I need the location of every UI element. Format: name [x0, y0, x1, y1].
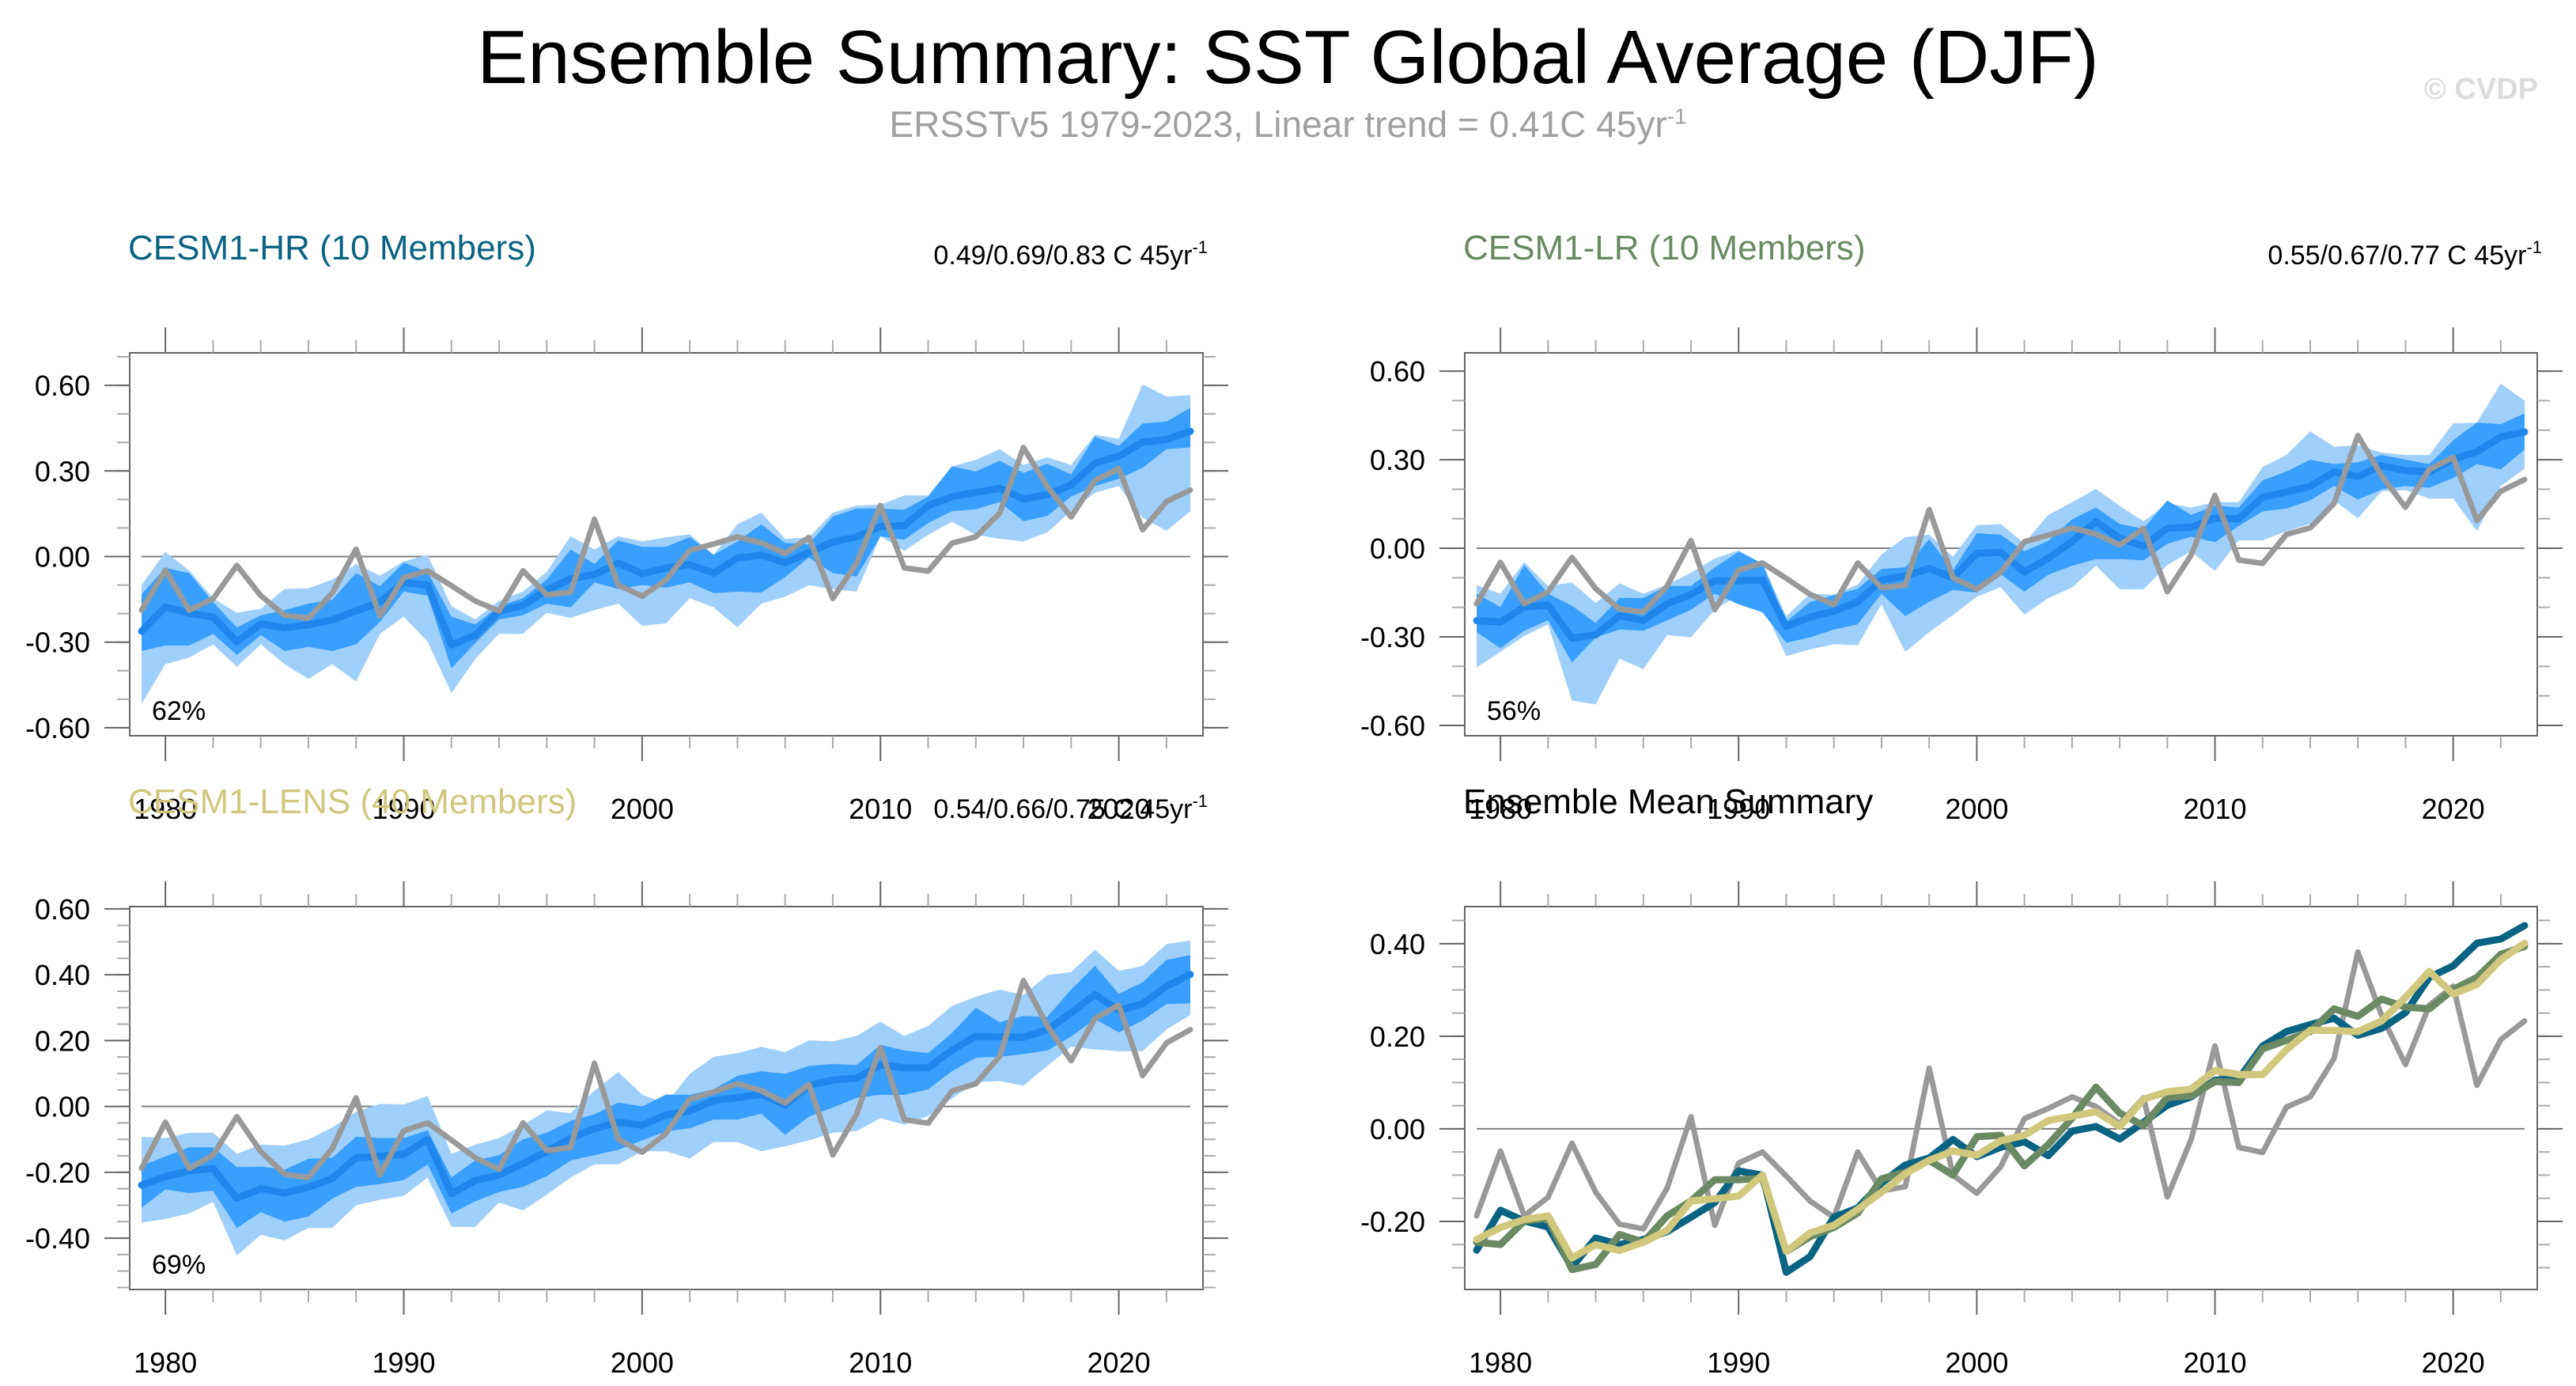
subtitle-text: ERSSTv5 1979-2023, Linear trend = 0.41C … — [889, 104, 1667, 145]
x-tick-label: 1980 — [1469, 793, 1532, 825]
x-tick-label: 2020 — [1088, 793, 1151, 825]
ensemble-mean-line — [138, 971, 1194, 1202]
ensemble-iqr-band — [142, 407, 1190, 668]
panel-lens: CESM1-LENS (40 Members) 0.54/0.66/0.75 C … — [25, 782, 1228, 1379]
plot-frame — [129, 906, 1204, 1290]
panel-title: CESM1-LR (10 Members) — [1463, 229, 1866, 267]
y-tick-label: -0.60 — [25, 712, 90, 744]
ensemble-mean-line — [138, 427, 1194, 649]
panel-title: CESM1-HR (10 Members) — [128, 229, 536, 267]
y-tick-label: -0.60 — [1360, 710, 1425, 742]
plot-area — [1473, 383, 2529, 705]
y-tick-label: -0.20 — [25, 1157, 90, 1189]
x-tick-label: 1980 — [1469, 1346, 1532, 1379]
series-line-cesm1-lr — [1473, 942, 2529, 1274]
ensemble-range-band — [142, 384, 1190, 704]
x-tick-label: 1990 — [372, 793, 435, 825]
plot-frame — [129, 352, 1204, 737]
panel-lr: CESM1-LR (10 Members) 0.55/0.67/0.77 C 45… — [1360, 229, 2563, 825]
figure-title: Ensemble Summary: SST Global Average (DJ… — [477, 15, 2099, 100]
x-tick-label: 2000 — [611, 1346, 674, 1379]
y-tick-label: -0.20 — [1360, 1206, 1425, 1238]
y-tick-label: 0.60 — [35, 893, 90, 926]
ensemble-mean-line — [1473, 428, 2529, 642]
plot-area — [138, 384, 1194, 704]
ensemble-iqr-band — [1477, 413, 2525, 663]
trend-label: 0.54/0.66/0.75 C 45yr-1 — [933, 791, 1208, 824]
percent-label: 69% — [152, 1250, 206, 1280]
trend-exponent: -1 — [1192, 237, 1208, 257]
percent-label: 62% — [152, 696, 206, 726]
y-tick-label: 0.60 — [35, 369, 90, 402]
x-tick-label: 2000 — [1945, 793, 2008, 825]
y-tick-label: 0.40 — [1370, 928, 1425, 960]
trend-label: 0.49/0.69/0.83 C 45yr-1 — [933, 237, 1208, 271]
panel-title: Ensemble Mean Summary — [1463, 782, 1873, 821]
plot-frame — [1464, 906, 2538, 1290]
x-tick-label: 1990 — [1707, 1346, 1770, 1379]
x-tick-label: 2020 — [2422, 793, 2485, 825]
panel-hr: CESM1-HR (10 Members) 0.49/0.69/0.83 C 45… — [25, 229, 1228, 825]
y-tick-label: 0.20 — [35, 1024, 90, 1057]
observation-line — [1473, 433, 2528, 615]
y-tick-label: 0.20 — [1370, 1021, 1425, 1053]
x-tick-label: 2010 — [849, 793, 912, 825]
plot-area — [1473, 922, 2529, 1276]
x-tick-label: 1980 — [134, 793, 197, 825]
y-tick-label: 0.00 — [35, 1091, 90, 1123]
trend-exponent: -1 — [1192, 791, 1208, 811]
x-tick-label: 2020 — [1088, 1346, 1151, 1379]
observation-line — [138, 978, 1193, 1180]
panel-title: CESM1-LENS (40 Members) — [128, 782, 577, 821]
percent-label: 56% — [1487, 696, 1541, 726]
trend-exponent: -1 — [2526, 237, 2542, 257]
panel-summary: Ensemble Mean Summary -0.20 0.00 0.20 0.40 19… — [1360, 782, 2563, 1379]
observation-line — [138, 445, 1193, 621]
y-tick-label: -0.30 — [25, 627, 90, 659]
y-tick-label: 0.00 — [1370, 1113, 1425, 1146]
ensemble-iqr-band — [142, 955, 1190, 1229]
y-tick-label: 0.60 — [1370, 355, 1425, 388]
figure-subtitle: ERSSTv5 1979-2023, Linear trend = 0.41C … — [0, 103, 2576, 146]
x-tick-label: 1980 — [134, 1346, 197, 1379]
trend-label: 0.55/0.67/0.77 C 45yr-1 — [2268, 237, 2542, 271]
y-tick-label: 0.30 — [1370, 444, 1425, 476]
x-tick-label: 1990 — [1707, 793, 1770, 825]
x-tick-label: 2010 — [849, 1346, 912, 1379]
series-line-cesm1-lens — [1473, 939, 2529, 1262]
x-tick-label: 2020 — [2422, 1346, 2485, 1379]
series-line-ersstv5 — [1473, 949, 2528, 1232]
x-tick-label: 1990 — [372, 1346, 435, 1379]
y-tick-label: -0.40 — [25, 1222, 90, 1255]
x-tick-label: 2010 — [2183, 793, 2246, 825]
y-tick-label: -0.30 — [1360, 621, 1425, 653]
y-tick-label: 0.00 — [1370, 532, 1425, 565]
x-tick-label: 2000 — [611, 793, 674, 825]
plot-frame — [1464, 352, 2538, 737]
x-tick-label: 2010 — [2183, 1346, 2246, 1379]
x-tick-label: 2000 — [1945, 1346, 2008, 1379]
cvdp-watermark: © CVDP — [2423, 73, 2538, 106]
y-tick-label: 0.00 — [35, 541, 90, 574]
subtitle-exponent: -1 — [1666, 104, 1687, 129]
y-tick-label: 0.40 — [35, 959, 90, 991]
plot-area — [138, 940, 1194, 1256]
y-tick-label: 0.30 — [35, 455, 90, 487]
